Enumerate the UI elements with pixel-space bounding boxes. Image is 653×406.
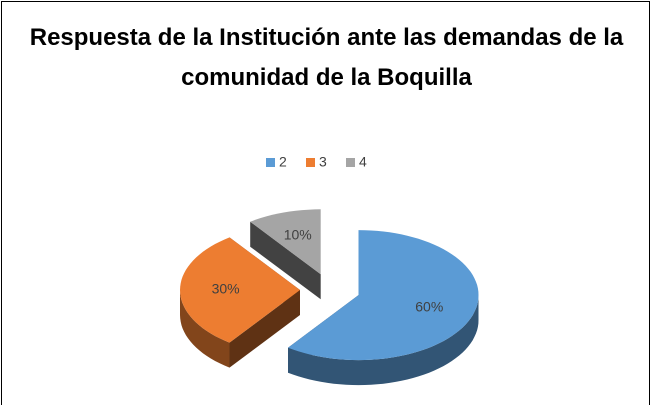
slice [288, 230, 479, 361]
data-label: 60% [415, 298, 443, 314]
slice-wall [250, 221, 321, 300]
legend-label: 3 [319, 154, 327, 170]
data-label: 30% [212, 281, 240, 297]
slice-wall [229, 290, 300, 368]
slice-side [180, 290, 230, 368]
legend-swatch [346, 158, 355, 167]
legend-label: 4 [359, 154, 367, 170]
slice-side [288, 295, 479, 386]
legend-swatch [306, 158, 315, 167]
chart-title: Respuesta de la Institución ante las dem… [29, 24, 624, 91]
data-label: 10% [284, 227, 312, 243]
legend-swatch [266, 158, 275, 167]
slice [180, 237, 300, 343]
slice [250, 209, 321, 275]
legend-label: 2 [279, 154, 287, 170]
